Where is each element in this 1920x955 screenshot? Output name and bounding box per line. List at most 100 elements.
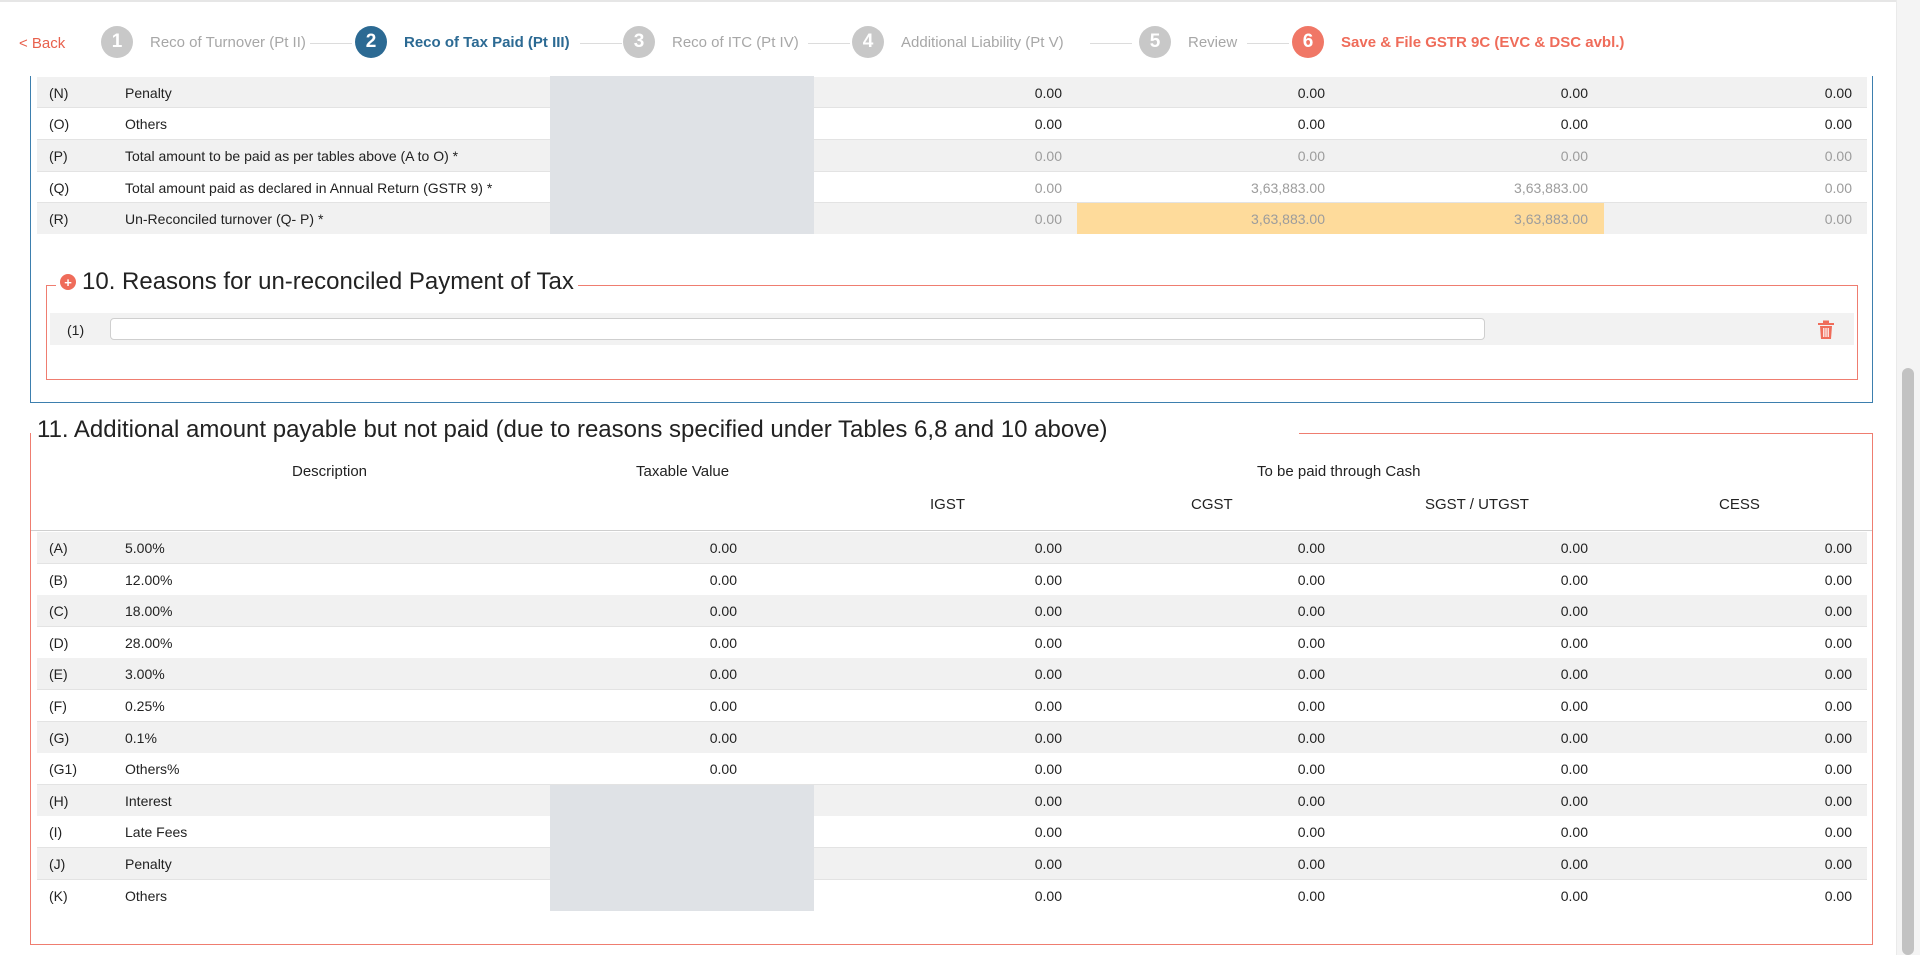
value-cell[interactable]: 0.00 xyxy=(1297,85,1325,101)
igst-cell[interactable]: 0.00 xyxy=(1034,666,1062,683)
igst-cell[interactable]: 0.00 xyxy=(1034,729,1062,746)
sgst-cell[interactable]: 0.00 xyxy=(1560,824,1588,841)
step-label: Review xyxy=(1188,33,1238,51)
taxable-value-cell[interactable]: 0.00 xyxy=(709,666,737,683)
cgst-cell[interactable]: 0.00 xyxy=(1297,698,1325,714)
value-cell: 0.00 xyxy=(1034,180,1062,196)
cgst-cell[interactable]: 0.00 xyxy=(1297,887,1325,904)
step-4[interactable]: 4 Additional Liability (Pt V) xyxy=(852,26,1064,58)
cess-cell[interactable]: 0.00 xyxy=(1824,698,1852,714)
trash-icon[interactable] xyxy=(1817,320,1835,340)
sgst-cell[interactable]: 0.00 xyxy=(1560,571,1588,588)
section-11-border xyxy=(1299,433,1873,434)
table-row: (E) 3.00% 0.00 0.00 0.00 0.00 0.00 xyxy=(37,658,1867,690)
cess-cell[interactable]: 0.00 xyxy=(1824,761,1852,778)
taxable-value-cell[interactable]: 0.00 xyxy=(709,603,737,620)
table-row: (G1) Others% 0.00 0.00 0.00 0.00 0.00 xyxy=(37,753,1867,785)
value-cell[interactable]: 0.00 xyxy=(1034,116,1062,132)
reason-input[interactable] xyxy=(110,318,1485,340)
cgst-cell[interactable]: 0.00 xyxy=(1297,571,1325,588)
cgst-cell[interactable]: 0.00 xyxy=(1297,824,1325,841)
taxable-value-cell[interactable]: 0.00 xyxy=(709,571,737,588)
cess-cell[interactable]: 0.00 xyxy=(1824,729,1852,746)
value-cell[interactable]: 0.00 xyxy=(1824,116,1852,132)
sgst-cell[interactable]: 0.00 xyxy=(1560,540,1588,556)
cgst-cell[interactable]: 0.00 xyxy=(1297,856,1325,872)
igst-cell[interactable]: 0.00 xyxy=(1034,571,1062,588)
add-reason-icon[interactable]: + xyxy=(60,274,76,290)
step-2[interactable]: 2 Reco of Tax Paid (Pt III) xyxy=(355,26,570,58)
step-connector xyxy=(1090,43,1132,44)
sgst-cell[interactable]: 0.00 xyxy=(1560,666,1588,683)
cgst-cell[interactable]: 0.00 xyxy=(1297,634,1325,651)
step-3[interactable]: 3 Reco of ITC (Pt IV) xyxy=(623,26,799,58)
value-cell[interactable]: 0.00 xyxy=(1560,116,1588,132)
row-divider xyxy=(37,784,1867,786)
cess-cell[interactable]: 0.00 xyxy=(1824,824,1852,841)
row-description: 5.00% xyxy=(125,540,165,556)
cgst-cell[interactable]: 0.00 xyxy=(1297,540,1325,556)
igst-cell[interactable]: 0.00 xyxy=(1034,634,1062,651)
cgst-cell[interactable]: 0.00 xyxy=(1297,761,1325,778)
cess-cell[interactable]: 0.00 xyxy=(1824,666,1852,683)
cgst-cell[interactable]: 0.00 xyxy=(1297,729,1325,746)
back-link[interactable]: < Back xyxy=(19,35,66,52)
value-cell[interactable]: 0.00 xyxy=(1034,85,1062,101)
cess-cell[interactable]: 0.00 xyxy=(1824,540,1852,556)
cess-cell[interactable]: 0.00 xyxy=(1824,571,1852,588)
stepper-header: < Back 1 Reco of Turnover (Pt II) 2 Reco… xyxy=(0,0,1896,76)
row-description: Interest xyxy=(125,792,172,809)
value-cell[interactable]: 0.00 xyxy=(1560,85,1588,101)
step-6[interactable]: 6 Save & File GSTR 9C (EVC & DSC avbl.) xyxy=(1292,26,1624,58)
section-10-header: + 10. Reasons for un-reconciled Payment … xyxy=(60,268,574,296)
taxable-value-cell[interactable]: 0.00 xyxy=(709,634,737,651)
row-description: Total amount to be paid as per tables ab… xyxy=(125,148,459,164)
cgst-cell[interactable]: 0.00 xyxy=(1297,792,1325,809)
value-cell: 0.00 xyxy=(1824,211,1852,227)
table-row: (I) Late Fees 0.00 0.00 0.00 0.00 xyxy=(37,816,1867,848)
taxable-value-cell[interactable]: 0.00 xyxy=(709,761,737,778)
cgst-cell[interactable]: 0.00 xyxy=(1297,603,1325,620)
value-cell[interactable]: 0.00 xyxy=(1824,85,1852,101)
header-taxable-value: Taxable Value xyxy=(636,463,730,480)
step-1[interactable]: 1 Reco of Turnover (Pt II) xyxy=(101,26,306,58)
sgst-cell[interactable]: 0.00 xyxy=(1560,634,1588,651)
disabled-column xyxy=(550,785,814,911)
row-divider xyxy=(37,171,1867,172)
sgst-cell[interactable]: 0.00 xyxy=(1560,761,1588,778)
value-cell[interactable]: 0.00 xyxy=(1297,116,1325,132)
igst-cell[interactable]: 0.00 xyxy=(1034,887,1062,904)
sgst-cell[interactable]: 0.00 xyxy=(1560,603,1588,620)
step-connector xyxy=(808,43,850,44)
cess-cell[interactable]: 0.00 xyxy=(1824,634,1852,651)
cess-cell[interactable]: 0.00 xyxy=(1824,887,1852,904)
value-cell: 0.00 xyxy=(1560,148,1588,164)
table-row: (J) Penalty 0.00 0.00 0.00 0.00 xyxy=(37,848,1867,879)
sgst-cell[interactable]: 0.00 xyxy=(1560,887,1588,904)
cess-cell[interactable]: 0.00 xyxy=(1824,603,1852,620)
row-code: (G1) xyxy=(49,761,77,778)
step-5[interactable]: 5 Review xyxy=(1139,26,1237,58)
igst-cell[interactable]: 0.00 xyxy=(1034,698,1062,714)
sgst-cell[interactable]: 0.00 xyxy=(1560,729,1588,746)
value-cell: 3,63,883.00 xyxy=(1514,211,1588,227)
igst-cell[interactable]: 0.00 xyxy=(1034,824,1062,841)
sgst-cell[interactable]: 0.00 xyxy=(1560,792,1588,809)
taxable-value-cell[interactable]: 0.00 xyxy=(709,540,737,556)
taxable-value-cell[interactable]: 0.00 xyxy=(709,729,737,746)
igst-cell[interactable]: 0.00 xyxy=(1034,540,1062,556)
scrollbar-thumb[interactable] xyxy=(1902,368,1914,955)
sgst-cell[interactable]: 0.00 xyxy=(1560,856,1588,872)
cgst-cell[interactable]: 0.00 xyxy=(1297,666,1325,683)
igst-cell[interactable]: 0.00 xyxy=(1034,761,1062,778)
igst-cell[interactable]: 0.00 xyxy=(1034,792,1062,809)
taxable-value-cell[interactable]: 0.00 xyxy=(709,698,737,714)
cess-cell[interactable]: 0.00 xyxy=(1824,792,1852,809)
igst-cell[interactable]: 0.00 xyxy=(1034,856,1062,872)
row-code: (I) xyxy=(49,824,63,841)
sgst-cell[interactable]: 0.00 xyxy=(1560,698,1588,714)
row-divider xyxy=(37,847,1867,849)
cess-cell[interactable]: 0.00 xyxy=(1824,856,1852,872)
step-label: Reco of Turnover (Pt II) xyxy=(150,33,306,51)
igst-cell[interactable]: 0.00 xyxy=(1034,603,1062,620)
